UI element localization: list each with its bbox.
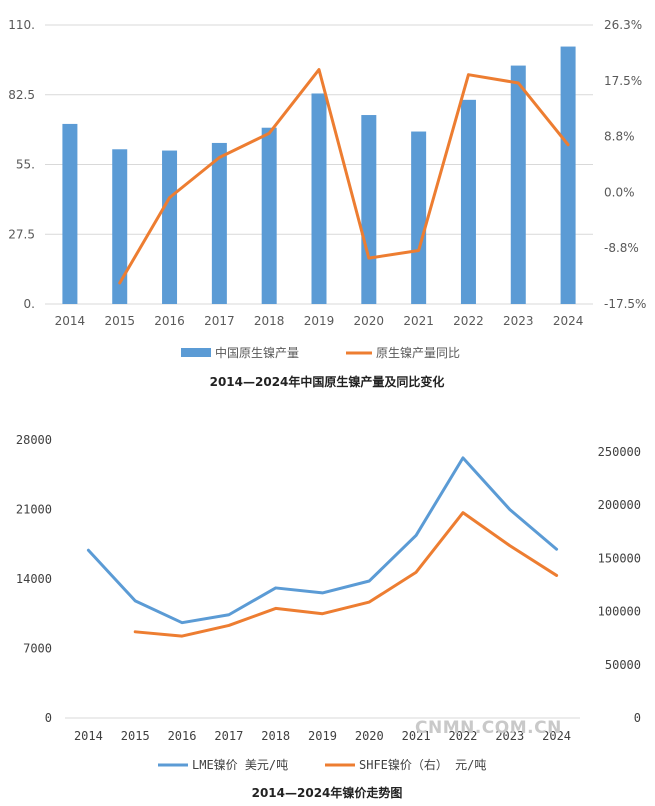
c2-x-tick-label: 2021 <box>402 729 431 743</box>
c1-x-tick-label: 2019 <box>304 314 335 328</box>
c2-left-tick-label: 14000 <box>16 572 52 586</box>
c2-legend: LME镍价 美元/吨 SHFE镍价（右） 元/吨 <box>158 757 486 772</box>
c2-x-tick-label: 2019 <box>308 729 337 743</box>
c2-right-tick-label: 200000 <box>598 498 641 512</box>
c2-right-tick-label: 150000 <box>598 551 641 565</box>
c1-x-tick-label: 2018 <box>254 314 285 328</box>
c2-right-tick-label: 250000 <box>598 445 641 459</box>
c1-right-tick-label: -8.8% <box>604 241 639 255</box>
c1-x-tick-label: 2024 <box>553 314 584 328</box>
c2-x-tick-label: 2023 <box>495 729 524 743</box>
c1-x-tick-label: 2014 <box>55 314 86 328</box>
c1-x-tick-label: 2021 <box>403 314 434 328</box>
c1-legend-line-label: 原生镍产量同比 <box>376 346 460 360</box>
c1-x-axis: 2014 2015 2016 2017 2018 2019 2020 2021 2022 2023… <box>55 314 584 328</box>
c1-x-tick-label: 2022 <box>453 314 484 328</box>
c2-left-tick-label: 7000 <box>23 642 52 656</box>
c1-bar <box>211 142 227 304</box>
c1-left-tick-label: 27.5 <box>8 227 35 241</box>
c1-right-tick-label: 26.3% <box>604 18 642 32</box>
c1-right-axis: -17.5% -8.8% 0.0% 8.8% 17.5% 26.3% <box>604 18 646 311</box>
c1-yoy-line <box>118 68 570 285</box>
c2-left-tick-label: 21000 <box>16 503 52 517</box>
chart-price: 0 7000 14000 21000 28000 0 50000 100000 150000 2… <box>16 433 641 800</box>
c2-x-tick-label: 2015 <box>121 729 150 743</box>
c2-x-tick-label: 2017 <box>214 729 243 743</box>
c1-left-tick-label: 82.5 <box>8 88 35 102</box>
c1-bar <box>112 149 128 304</box>
c2-right-axis: 0 50000 100000 150000 200000 250000 <box>598 445 641 725</box>
c1-left-tick-label: 110. <box>8 18 35 32</box>
c1-bar <box>162 150 178 304</box>
c2-lme-line <box>86 456 559 625</box>
c1-bar <box>62 123 78 304</box>
c1-yoy-line-group <box>118 68 570 285</box>
c1-right-tick-label: -17.5% <box>604 297 646 311</box>
c1-bar <box>411 131 427 304</box>
c1-x-tick-label: 2017 <box>204 314 235 328</box>
c1-x-tick-label: 2020 <box>354 314 385 328</box>
c1-bar <box>361 115 377 304</box>
c2-right-tick-label: 0 <box>634 711 641 725</box>
c1-right-tick-label: 0.0% <box>604 185 635 199</box>
c1-right-tick-label: 8.8% <box>604 130 635 144</box>
c2-caption: 2014—2024年镍价走势图 <box>252 785 403 800</box>
c1-bar <box>311 93 327 305</box>
c1-legend-bar-label: 中国原生镍产量 <box>215 345 299 360</box>
c2-x-axis: 2014 2015 2016 2017 2018 2019 2020 2021 2022 2023… <box>74 729 571 743</box>
c2-x-tick-label: 2014 <box>74 729 103 743</box>
c2-x-tick-label: 2018 <box>261 729 290 743</box>
c1-legend: 中国原生镍产量 原生镍产量同比 <box>181 345 460 360</box>
c2-left-tick-label: 0 <box>45 711 52 725</box>
c2-legend-shfe-label: SHFE镍价（右） 元/吨 <box>359 757 486 772</box>
c1-bar <box>560 46 576 305</box>
c1-legend-bar-swatch <box>181 348 211 357</box>
c1-caption: 2014—2024年中国原生镍产量及同比变化 <box>210 374 445 389</box>
c2-x-tick-label: 2020 <box>355 729 384 743</box>
c2-x-tick-label: 2022 <box>449 729 478 743</box>
c1-x-tick-label: 2016 <box>154 314 185 328</box>
c2-shfe-line <box>133 511 559 638</box>
watermark-text: CNMN.COM.CN <box>415 718 562 738</box>
chart-production: 0. 27.5 55. 82.5 110. -17.5% -8.8% 0.0% 8.8% 17.… <box>8 18 646 389</box>
c1-x-tick-label: 2015 <box>104 314 135 328</box>
c2-left-tick-label: 28000 <box>16 433 52 447</box>
c2-lines <box>86 456 559 638</box>
c1-left-tick-label: 55. <box>16 158 35 172</box>
c2-right-tick-label: 100000 <box>598 605 641 619</box>
c2-left-axis: 0 7000 14000 21000 28000 <box>16 433 52 725</box>
c1-bar <box>261 127 277 305</box>
c1-bar <box>460 99 476 304</box>
c2-x-tick-label: 2016 <box>168 729 197 743</box>
c1-bar <box>510 65 526 304</box>
c2-right-tick-label: 50000 <box>605 658 641 672</box>
c1-left-tick-label: 0. <box>24 297 35 311</box>
c2-x-tick-label: 2024 <box>542 729 571 743</box>
c1-x-tick-label: 2023 <box>503 314 534 328</box>
c1-left-axis: 0. 27.5 55. 82.5 110. <box>8 18 35 311</box>
c1-bars <box>62 46 576 305</box>
c2-legend-lme-label: LME镍价 美元/吨 <box>192 758 288 772</box>
c1-right-tick-label: 17.5% <box>604 74 642 88</box>
